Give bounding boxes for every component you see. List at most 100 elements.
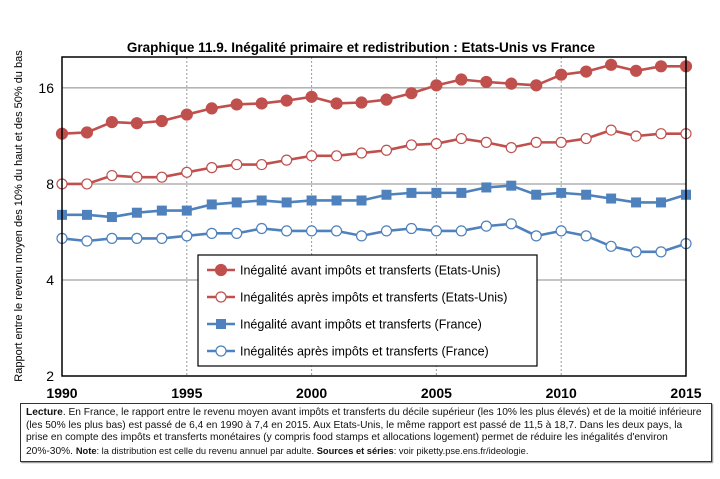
data-point: [555, 136, 567, 148]
data-point: [131, 207, 142, 218]
sources-text: : voir piketty.pse.ens.fr/ideologie.: [393, 445, 529, 456]
series-line: [61, 222, 687, 254]
data-point: [630, 130, 642, 142]
y-tick-label: 4: [46, 272, 54, 288]
data-point: [81, 235, 93, 247]
data-point: [206, 227, 218, 239]
data-point: [231, 227, 243, 239]
data-point: [256, 158, 268, 171]
data-point: [505, 77, 518, 90]
data-point: [455, 225, 467, 237]
data-point: [455, 73, 468, 86]
series-line: [61, 63, 686, 135]
data-point: [380, 144, 393, 156]
y-tick-label: 16: [38, 80, 54, 96]
data-point: [106, 212, 117, 223]
data-point: [555, 68, 568, 81]
data-point: [631, 197, 642, 208]
data-point: [356, 195, 367, 206]
data-point: [131, 232, 143, 244]
data-point: [654, 60, 668, 73]
data-point: [480, 220, 492, 232]
data-point: [181, 205, 192, 216]
data-point: [214, 263, 228, 277]
data-point: [306, 195, 317, 206]
data-point: [181, 230, 193, 242]
lecture-text: . En France, le rapport entre le revenu …: [26, 407, 702, 457]
data-point: [105, 116, 119, 129]
data-point: [530, 79, 543, 92]
data-point: [306, 150, 318, 162]
data-point: [130, 117, 143, 130]
data-point: [430, 79, 443, 92]
data-point: [355, 230, 368, 242]
data-point: [531, 189, 542, 200]
data-point: [605, 124, 617, 136]
data-point: [255, 97, 268, 110]
legend-label: Inégalités après impôts et transferts (F…: [240, 345, 489, 359]
data-point: [555, 225, 567, 237]
data-point: [215, 345, 227, 357]
data-point: [231, 197, 242, 208]
x-tick-label: 2000: [296, 385, 327, 400]
data-point: [581, 189, 592, 200]
chart-title: Graphique 11.9. Inégalité primaire et re…: [127, 40, 596, 55]
note-text: : la distribution est celle du revenu an…: [96, 445, 317, 456]
data-point: [206, 162, 218, 174]
data-point: [155, 114, 168, 128]
x-tick-label: 1990: [46, 385, 77, 400]
data-point: [205, 102, 218, 115]
legend-label: Inégalité avant impôts et transferts (Fr…: [240, 318, 482, 332]
data-point: [230, 98, 243, 111]
data-point: [331, 195, 342, 206]
data-point: [381, 189, 392, 200]
data-point: [655, 128, 667, 140]
data-point: [380, 225, 393, 237]
data-point: [180, 108, 193, 121]
data-point: [131, 171, 143, 183]
data-point: [330, 225, 343, 237]
data-point: [530, 136, 542, 148]
data-point: [430, 138, 442, 150]
data-point: [481, 182, 492, 193]
data-point: [106, 232, 118, 244]
data-point: [405, 139, 418, 151]
data-point: [181, 166, 193, 178]
data-point: [505, 141, 517, 154]
y-tick-label: 2: [46, 368, 54, 384]
data-point: [280, 94, 293, 107]
chart: Graphique 11.9. Inégalité primaire et re…: [13, 40, 702, 400]
y-tick-label: 8: [46, 176, 54, 192]
data-point: [281, 154, 293, 166]
y-axis-label: Rapport entre le revenu moyen des 10% du…: [13, 50, 25, 382]
data-point: [505, 218, 517, 230]
data-point: [281, 225, 293, 237]
x-tick-label: 2015: [670, 385, 701, 400]
data-point: [106, 169, 118, 182]
series: [55, 58, 693, 140]
legend-label: Inégalité avant impôts et transferts (Et…: [240, 264, 501, 278]
series-line: [62, 128, 686, 186]
x-tick-label: 2010: [546, 385, 577, 400]
lecture-label: Lecture: [26, 407, 63, 418]
data-point: [656, 197, 667, 208]
data-point: [256, 195, 267, 206]
plot-frame: [61, 56, 687, 377]
data-point: [580, 230, 592, 242]
series: [56, 124, 692, 190]
data-point: [80, 126, 94, 139]
data-point: [355, 147, 368, 159]
data-point: [605, 58, 618, 71]
legend-label: Inégalités après impôts et transferts (E…: [240, 291, 507, 305]
data-point: [629, 64, 643, 77]
data-point: [81, 209, 92, 220]
data-point: [156, 232, 168, 244]
data-point: [215, 291, 227, 303]
data-point: [480, 136, 492, 148]
series: [56, 218, 692, 258]
data-point: [580, 65, 593, 78]
data-point: [606, 193, 617, 204]
reading-note: Lecture. En France, le rapport entre le …: [20, 403, 712, 463]
data-point: [630, 246, 642, 258]
data-point: [330, 97, 343, 110]
